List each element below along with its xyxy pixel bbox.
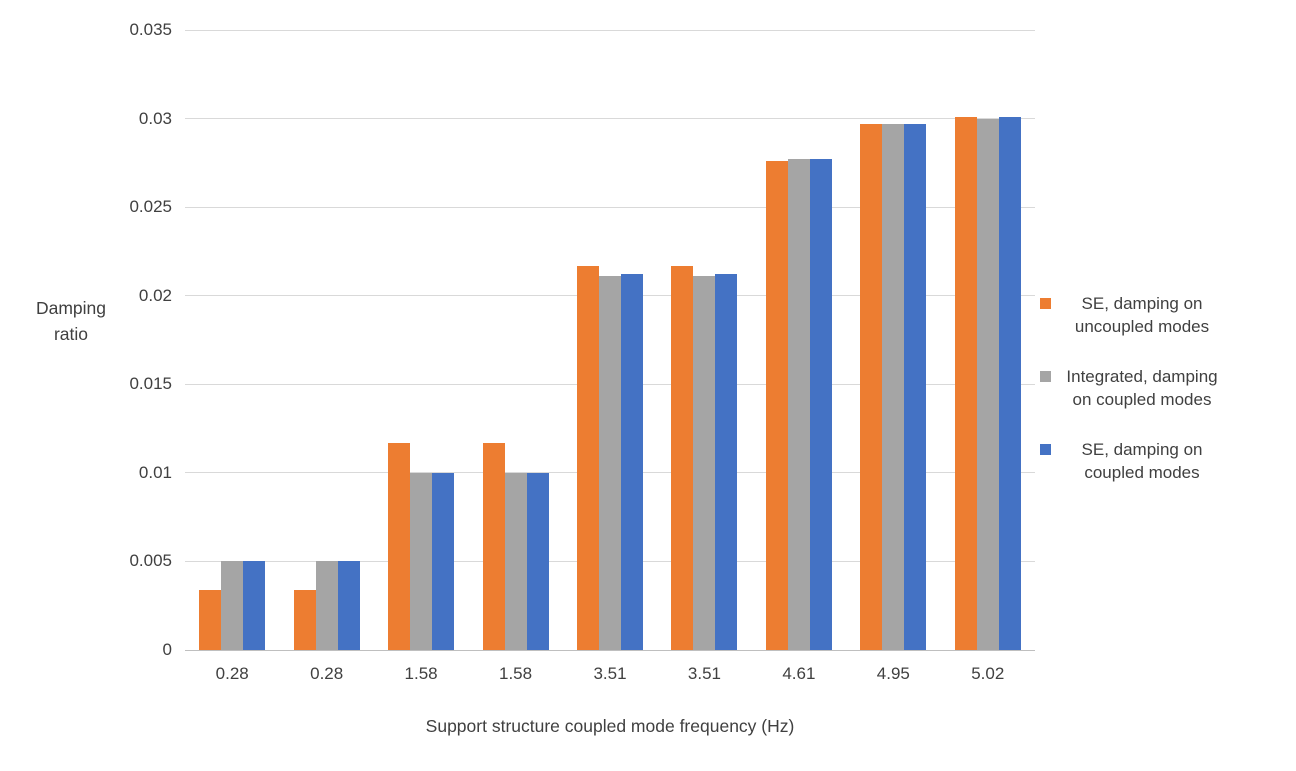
x-tick-label: 3.51: [593, 664, 627, 683]
x-axis-line: [185, 650, 1035, 651]
bar-se-damping-on-uncoupled-modes: [954, 116, 977, 650]
bar-integrated-damping-on-coupled-modes: [315, 561, 338, 650]
bar-se-damping-on-uncoupled-modes: [765, 161, 788, 650]
y-tick-label: 0.005: [129, 551, 172, 571]
legend-marker-icon: [1040, 371, 1051, 382]
bar-se-damping-on-uncoupled-modes: [671, 265, 694, 650]
bar-se-damping-on-uncoupled-modes: [576, 265, 599, 650]
x-tick-label: 1.58: [499, 664, 533, 683]
y-tick-label: 0: [162, 640, 172, 659]
bar-se-damping-on-coupled-modes: [243, 561, 266, 650]
x-tick-label: 3.51: [687, 664, 721, 683]
legend-item: SE, damping on coupled modes: [1040, 438, 1286, 484]
bar-se-damping-on-uncoupled-modes: [199, 589, 222, 650]
bar-integrated-damping-on-coupled-modes: [598, 276, 621, 650]
x-tick-label: 0.28: [215, 664, 249, 683]
bar-integrated-damping-on-coupled-modes: [504, 472, 527, 650]
y-tick-label: 0.015: [129, 374, 172, 394]
bar-se-damping-on-uncoupled-modes: [293, 589, 316, 650]
bar-integrated-damping-on-coupled-modes: [976, 118, 999, 650]
plot-area: [185, 29, 1035, 651]
x-tick-label: 4.61: [782, 664, 816, 683]
y-tick-label: 0.03: [138, 108, 172, 128]
bar-group: [374, 30, 468, 650]
bar-group: [941, 30, 1035, 650]
bar-integrated-damping-on-coupled-modes: [410, 472, 433, 650]
bar-se-damping-on-coupled-modes: [715, 274, 738, 650]
legend-label: Integrated, damping on coupled modes: [1066, 367, 1218, 409]
x-tick-label: 4.95: [876, 664, 910, 683]
y-tick-label: 0.02: [138, 285, 172, 305]
bar-group: [657, 30, 751, 650]
legend: SE, damping on uncoupled modes Integrated…: [1040, 292, 1286, 484]
bar-group: [468, 30, 562, 650]
y-tick-label: 0.01: [138, 462, 172, 482]
y-axis-tick-labels: 0 0.005 0.01 0.015 0.02 0.025 0.03 0.035: [0, 20, 172, 659]
y-tick-label: 0.035: [129, 20, 172, 39]
bar-se-damping-on-coupled-modes: [432, 472, 455, 650]
legend-marker-icon: [1040, 444, 1051, 455]
legend-marker-icon: [1040, 298, 1051, 309]
bar-se-damping-on-coupled-modes: [998, 116, 1021, 650]
bar-se-damping-on-coupled-modes: [904, 123, 927, 650]
legend-item: Integrated, damping on coupled modes: [1040, 365, 1286, 411]
bar-integrated-damping-on-coupled-modes: [693, 276, 716, 650]
x-axis-tick-labels: 0.28 0.28 1.58 1.58 3.51 3.51 4.61 4.95 5.02: [185, 664, 1035, 688]
legend-label: SE, damping on uncoupled modes: [1074, 294, 1210, 336]
bar-se-damping-on-coupled-modes: [620, 274, 643, 650]
bar-se-damping-on-uncoupled-modes: [482, 442, 505, 650]
x-tick-label: 1.58: [404, 664, 438, 683]
bar-se-damping-on-uncoupled-modes: [388, 442, 411, 650]
y-axis-title: Damping ratio: [35, 298, 107, 344]
bar-se-damping-on-coupled-modes: [809, 159, 832, 650]
bar-group: [185, 30, 279, 650]
bar-group: [846, 30, 940, 650]
x-tick-label: 0.28: [310, 664, 344, 683]
bar-integrated-damping-on-coupled-modes: [882, 123, 905, 650]
bar-group: [563, 30, 657, 650]
gridline: [185, 206, 1035, 208]
bar-group: [752, 30, 846, 650]
x-axis-title: Support structure coupled mode frequency…: [425, 716, 795, 736]
legend-item: SE, damping on uncoupled modes: [1040, 292, 1286, 338]
bar-integrated-damping-on-coupled-modes: [221, 561, 244, 650]
bar-se-damping-on-coupled-modes: [526, 472, 549, 650]
bar-se-damping-on-uncoupled-modes: [860, 123, 883, 650]
legend-label: SE, damping on coupled modes: [1081, 440, 1203, 482]
gridline: [185, 29, 1035, 31]
bar-se-damping-on-coupled-modes: [337, 561, 360, 650]
gridline: [185, 118, 1035, 120]
y-tick-label: 0.025: [129, 197, 172, 217]
x-tick-label: 5.02: [971, 664, 1005, 683]
bar-integrated-damping-on-coupled-modes: [787, 159, 810, 650]
bar-group: [279, 30, 373, 650]
